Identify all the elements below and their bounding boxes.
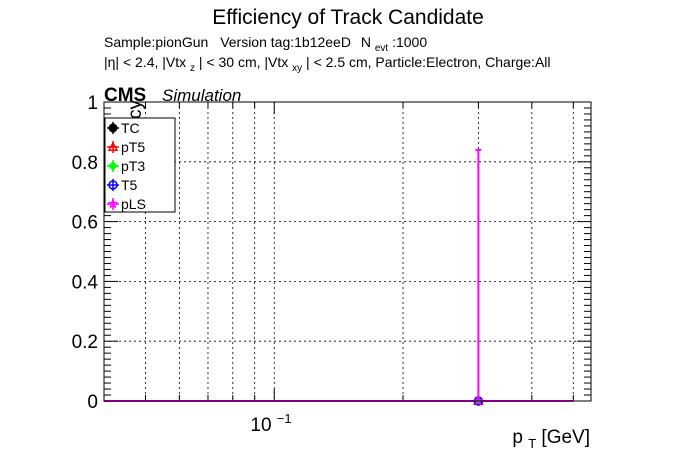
grid-lines [103, 102, 591, 401]
cut-text-3: | < 2.5 cm, Particle:Electron, Charge:Al… [306, 54, 550, 70]
y-tick-label: 0.4 [72, 272, 99, 293]
nevt-prefix: N [361, 34, 371, 50]
legend: TC pT5 pT3 T5 pLS [104, 117, 176, 213]
cut-subscript-xy: xy [292, 63, 302, 74]
legend-entry-pt5: pT5 [107, 139, 145, 155]
y-tick-label: 0.6 [72, 213, 98, 234]
legend-marker-tc [108, 123, 118, 133]
y-axis-ticks: 0 0.2 0.4 0.6 0.8 1 [72, 93, 591, 413]
legend-label: pLS [121, 196, 146, 212]
legend-label: T5 [121, 177, 138, 193]
legend-entry-t5: T5 [107, 177, 138, 193]
subtitle-line-2: |η| < 2.4, |Vtx z | < 30 cm, |Vtx xy | <… [104, 54, 551, 74]
y-tick-label: 0.8 [72, 153, 98, 174]
legend-marker-pls [107, 198, 119, 209]
simulation-label: Simulation [162, 86, 241, 105]
legend-label: TC [121, 120, 140, 136]
legend-marker-t5 [108, 180, 118, 190]
y-tick-label: 0.2 [72, 332, 98, 353]
cut-text-1: |η| < 2.4, |Vtx [104, 54, 186, 70]
subtitle-line-1: Sample:pionGun Version tag:1b12eeD N evt… [104, 34, 427, 54]
legend-label: pT3 [121, 158, 145, 174]
sample-label: Sample:pionGun [104, 34, 208, 50]
legend-marker-pt5 [107, 141, 119, 151]
x-axis-label: p T [GeV] [512, 427, 590, 453]
cms-label: CMS [104, 85, 146, 106]
nevt-value: :1000 [392, 34, 427, 50]
legend-entry-pls: pLS [107, 196, 146, 212]
point-pls [473, 395, 484, 406]
cut-text-2: | < 30 cm, |Vtx [199, 54, 288, 70]
legend-label: pT5 [121, 139, 145, 155]
legend-entry-tc: TC [107, 120, 140, 136]
cut-subscript-z: z [190, 63, 195, 74]
chart-title: Efficiency of Track Candidate [212, 6, 484, 29]
y-tick-label: 0 [87, 392, 98, 413]
plot-frame [103, 101, 592, 402]
legend-marker-pt3 [108, 161, 118, 171]
x-tick-label-0.1: 10 −1 [250, 411, 291, 436]
nevt-subscript: evt [375, 43, 389, 54]
legend-entry-pt3: pT3 [107, 158, 145, 174]
y-tick-label: 1 [87, 93, 98, 114]
version-label: Version tag:1b12eeD [220, 34, 351, 50]
